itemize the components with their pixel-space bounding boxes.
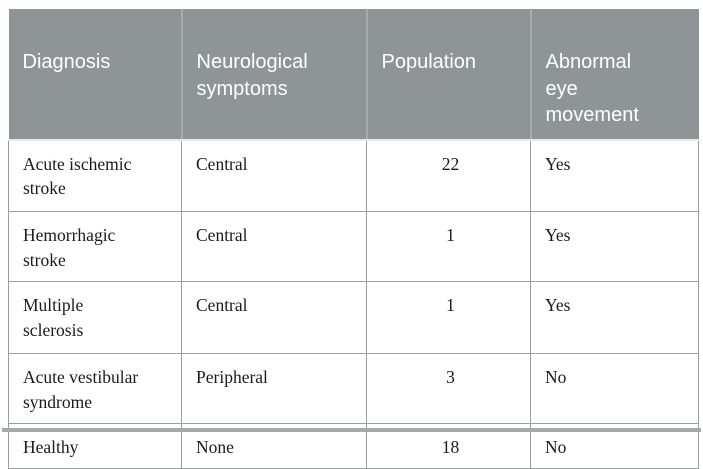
- table-cell-abnormal-eye-movement: Yes: [530, 281, 699, 355]
- table-cell-population: 1: [366, 211, 531, 283]
- header-label-diagnosis: Diagnosis: [22, 51, 111, 74]
- header-cell-population: Population: [365, 9, 531, 141]
- table-row: Acute ischemic stroke Central 22 Yes: [8, 139, 699, 213]
- header-cell-neurological-symptoms: Neurological symptoms: [180, 9, 367, 141]
- table-row: Hemorrhagic stroke Central 1 Yes: [8, 211, 699, 283]
- diagnosis-table: Diagnosis Neurological symptoms Populati…: [8, 9, 699, 469]
- table-row: Acute vestibular syndrome Peripheral 3 No: [8, 353, 699, 425]
- table-cell-diagnosis: Hemorrhagic stroke: [8, 211, 182, 283]
- table-cell-neurological-symptoms: Central: [181, 139, 367, 213]
- table-cell-neurological-symptoms: Central: [181, 281, 367, 355]
- table-cell-population: 1: [366, 281, 531, 355]
- table-cell-diagnosis: Multiple sclerosis: [8, 281, 182, 355]
- table-cell-diagnosis: Acute ischemic stroke: [8, 139, 182, 213]
- table-cell-abnormal-eye-movement: Yes: [530, 211, 699, 283]
- table-body: Acute ischemic stroke Central 22 Yes Hemorrh…: [8, 139, 699, 469]
- header-label-neurological-symptoms: Neurological symptoms: [196, 51, 308, 100]
- table-cell-population: 22: [366, 139, 531, 213]
- table-cell-neurological-symptoms: Peripheral: [181, 353, 367, 425]
- header-label-abnormal-eye-movement: Abnormal eye movement: [545, 51, 639, 127]
- table-cell-population: 3: [366, 353, 531, 425]
- diagnosis-table-container: Diagnosis Neurological symptoms Populati…: [8, 9, 699, 469]
- table-row: Multiple sclerosis Central 1 Yes: [8, 281, 699, 355]
- table-cell-diagnosis: Acute vestibular syndrome: [8, 353, 182, 425]
- header-cell-abnormal-eye-movement: Abnormal eye movement: [529, 9, 699, 141]
- header-label-population: Population: [381, 51, 477, 74]
- table-header-row: Diagnosis Neurological symptoms Populati…: [8, 9, 699, 141]
- table-cell-abnormal-eye-movement: No: [530, 353, 699, 425]
- table-cell-neurological-symptoms: Central: [181, 211, 367, 283]
- header-cell-diagnosis: Diagnosis: [8, 9, 182, 141]
- table-cell-abnormal-eye-movement: Yes: [530, 139, 699, 213]
- table-bottom-rule: [2, 428, 701, 432]
